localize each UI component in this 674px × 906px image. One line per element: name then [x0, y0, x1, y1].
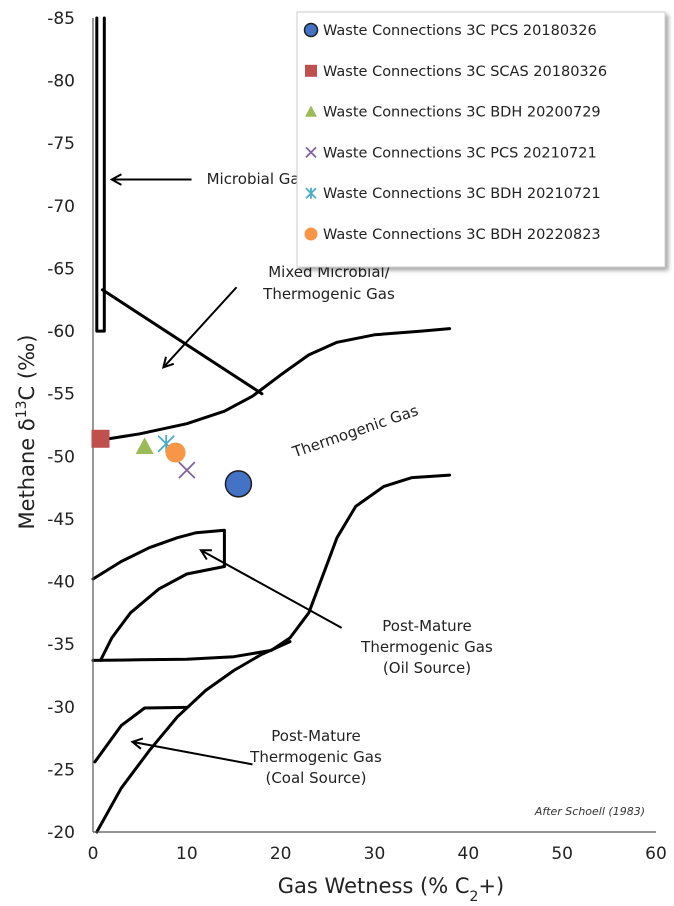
legend-marker-4 — [305, 146, 317, 159]
coal-arrow — [130, 737, 253, 766]
y-tick-label: -65 — [47, 259, 75, 279]
y-tick-label: -20 — [47, 823, 75, 843]
legend-label-6: Waste Connections 3C BDH 20220823 — [323, 227, 601, 243]
boundary-mixed-upper — [100, 288, 264, 396]
legend-marker-6 — [304, 227, 318, 241]
region-label-microbial: Microbial Gas — [207, 170, 308, 188]
data-point-series-1 — [224, 470, 253, 498]
y-tick-label: -75 — [47, 134, 75, 154]
y-tick-label: -60 — [47, 322, 75, 342]
legend-marker-3 — [305, 105, 317, 117]
data-points — [91, 429, 253, 498]
x-tick-label: 30 — [364, 844, 386, 864]
x-tick-label: 50 — [551, 844, 573, 864]
x-tick-label: 60 — [645, 844, 667, 864]
x-tick-label: 0 — [88, 844, 99, 864]
mixed-arrow — [161, 286, 238, 369]
y-tick-label: -30 — [47, 698, 75, 718]
data-point-series-4 — [178, 461, 196, 479]
y-tick-label: -80 — [47, 72, 75, 92]
y-tick-label: -40 — [47, 573, 75, 593]
legend-marker-5 — [305, 187, 317, 199]
legend-items: Waste Connections 3C PCS 20180326 Waste C… — [303, 22, 607, 243]
boundary-coal-upper — [93, 705, 189, 764]
axes: 0 10 20 30 40 50 60 -85 -80 -75 -70 -65 -60 -55 -50 -4… — [47, 9, 667, 864]
boundary-microbial-box — [95, 16, 106, 333]
legend-box — [296, 11, 666, 268]
x-tick-label: 40 — [458, 844, 480, 864]
region-label-post_oil: Post-Mature Thermogenic Gas (Oil Source) — [360, 617, 493, 677]
legend-label-5: Waste Connections 3C BDH 20210721 — [323, 186, 601, 202]
oil-arrow — [199, 549, 343, 629]
microbial-arrow — [109, 173, 192, 186]
y-tick-label: -35 — [47, 635, 75, 655]
y-tick-label: -25 — [47, 760, 75, 780]
boundary-thermogenic-upper — [91, 327, 452, 443]
boundary-coal-lower — [95, 640, 292, 834]
chart-credit: After Schoell (1983) — [534, 805, 645, 818]
legend-marker-2 — [305, 64, 317, 77]
x-tick-labels: 0 10 20 30 40 50 60 — [88, 844, 667, 864]
region-arrows — [109, 173, 343, 766]
y-axis-title: Methane δ13C (‰) — [14, 335, 39, 530]
boundary-oil-outer — [91, 528, 226, 581]
y-tick-label: -55 — [47, 385, 75, 405]
y-tick-label: -50 — [47, 447, 75, 467]
legend-label-1: Waste Connections 3C PCS 20180326 — [323, 23, 597, 39]
y-tick-label: -85 — [47, 9, 75, 29]
legend-label-2: Waste Connections 3C SCAS 20180326 — [323, 64, 607, 80]
y-tick-label: -45 — [47, 510, 75, 530]
boundary-oil-inner — [99, 565, 226, 662]
legend-label-4: Waste Connections 3C PCS 20210721 — [323, 145, 597, 161]
region-label-post_coal: Post-Mature Thermogenic Gas (Coal Source) — [249, 727, 382, 787]
y-tick-labels: -85 -80 -75 -70 -65 -60 -55 -50 -45 -40 -35 -30 -25 -… — [47, 9, 75, 843]
boundary-thermogenic-lower — [91, 473, 452, 662]
x-axis-title: Gas Wetness (% C2+) — [278, 874, 504, 905]
legend-label-3: Waste Connections 3C BDH 20200729 — [323, 105, 601, 121]
legend: Waste Connections 3C PCS 20180326 Waste C… — [296, 11, 666, 268]
x-tick-label: 10 — [176, 844, 198, 864]
field-boundaries — [91, 16, 452, 834]
data-point-series-3 — [135, 437, 154, 454]
data-point-series-6 — [165, 442, 186, 463]
x-tick-label: 20 — [270, 844, 292, 864]
y-tick-label: -70 — [47, 197, 75, 217]
legend-marker-1 — [303, 22, 319, 38]
data-point-series-2 — [91, 429, 110, 448]
